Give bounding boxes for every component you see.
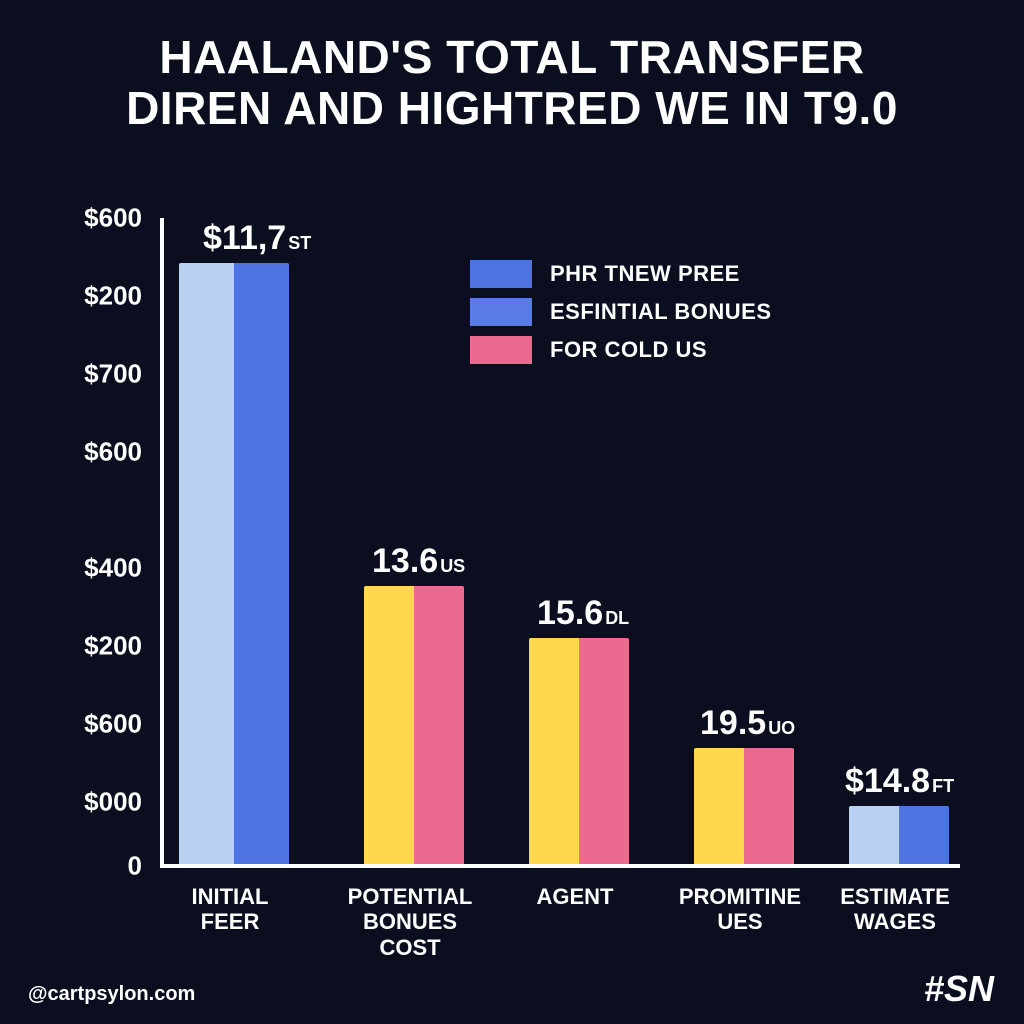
x-label: INITIALFEER bbox=[145, 884, 315, 935]
y-tick: $600 bbox=[84, 437, 142, 468]
x-label: POTENTIALBONUESCOST bbox=[325, 884, 495, 960]
bar-segment-right bbox=[414, 586, 464, 864]
y-tick: $600 bbox=[84, 203, 142, 234]
x-label: AGENT bbox=[490, 884, 660, 909]
legend-label: ESFINTIAL BONUES bbox=[550, 299, 772, 325]
y-tick: 0 bbox=[128, 851, 142, 882]
bar-segment-left bbox=[179, 263, 234, 864]
title-line-2: DIREN AND HIGHTRED WE IN T9.0 bbox=[0, 83, 1024, 134]
bar-segment-right bbox=[744, 748, 794, 864]
y-tick: $700 bbox=[84, 359, 142, 390]
bar-segment-left bbox=[529, 638, 579, 864]
legend: PHR TNEW PREE ESFINTIAL BONUES FOR COLD US bbox=[470, 260, 772, 374]
bar-segment-right bbox=[899, 806, 949, 864]
bar-value-label: 13.6US bbox=[372, 542, 465, 581]
bar-segment-left bbox=[364, 586, 414, 864]
legend-label: PHR TNEW PREE bbox=[550, 261, 740, 287]
bar-value-label: 15.6DL bbox=[537, 594, 629, 633]
title-line-1: HAALAND'S TOTAL TRANSFER bbox=[0, 32, 1024, 83]
y-tick: $200 bbox=[84, 631, 142, 662]
chart-title: HAALAND'S TOTAL TRANSFER DIREN AND HIGHT… bbox=[0, 0, 1024, 133]
bar-value-label: $14.8FT bbox=[845, 762, 954, 801]
bar-group: $11,7ST bbox=[179, 263, 289, 864]
bar-value-label: $11,7ST bbox=[203, 219, 311, 258]
x-label: ESTIMATEWAGES bbox=[810, 884, 980, 935]
bar-group: $14.8FT bbox=[849, 806, 949, 864]
legend-label: FOR COLD US bbox=[550, 337, 707, 363]
y-tick: $000 bbox=[84, 787, 142, 818]
bar-group: 13.6US bbox=[364, 586, 464, 864]
x-label: PROMITINEUES bbox=[655, 884, 825, 935]
bar-value-label: 19.5UO bbox=[700, 704, 795, 743]
bar-group: 15.6DL bbox=[529, 638, 629, 864]
y-axis: $600$200$700$600$400$200$600$0000 bbox=[60, 218, 150, 868]
bar-segment-left bbox=[849, 806, 899, 864]
legend-swatch bbox=[470, 260, 532, 288]
legend-item: PHR TNEW PREE bbox=[470, 260, 772, 288]
bar-segment-right bbox=[234, 263, 289, 864]
bar-segment-left bbox=[694, 748, 744, 864]
legend-item: ESFINTIAL BONUES bbox=[470, 298, 772, 326]
y-tick: $400 bbox=[84, 553, 142, 584]
bar-segment-right bbox=[579, 638, 629, 864]
legend-swatch bbox=[470, 336, 532, 364]
footer-credit: @cartpsylon.com bbox=[28, 983, 195, 1006]
y-tick: $200 bbox=[84, 281, 142, 312]
footer-hashtag: #SN bbox=[924, 968, 994, 1010]
legend-item: FOR COLD US bbox=[470, 336, 772, 364]
legend-swatch bbox=[470, 298, 532, 326]
y-tick: $600 bbox=[84, 709, 142, 740]
bar-group: 19.5UO bbox=[694, 748, 794, 864]
